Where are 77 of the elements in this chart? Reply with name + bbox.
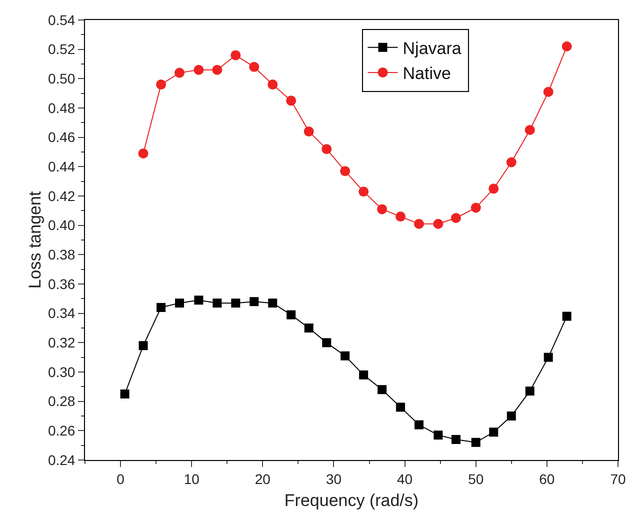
point	[230, 50, 241, 60]
point	[488, 184, 499, 194]
y-tick-label: 0.50	[48, 70, 76, 87]
y-tick-label: 0.36	[48, 276, 76, 292]
point	[450, 213, 461, 223]
point	[562, 312, 572, 321]
point	[286, 310, 296, 320]
point	[268, 80, 278, 90]
y-tick-label: 0.28	[48, 393, 76, 410]
y-tick-label: 0.48	[48, 100, 76, 116]
legend-label: Native	[402, 64, 451, 84]
y-tick-label: 0.32	[48, 334, 76, 351]
x-axis-title: Frequency (rad/s)	[284, 491, 419, 510]
point	[268, 298, 278, 308]
point	[524, 125, 535, 135]
y-tick-label: 0.46	[48, 129, 76, 146]
point	[506, 412, 516, 420]
point	[359, 370, 368, 380]
y-tick-label: 0.52	[48, 41, 76, 58]
point	[156, 80, 166, 90]
point	[249, 62, 260, 72]
point	[175, 298, 184, 308]
y-tick-label: 0.54	[48, 12, 76, 28]
x-tick-label: 70	[610, 470, 626, 487]
point	[378, 385, 387, 394]
point	[562, 41, 572, 52]
point	[471, 438, 480, 447]
x-tick-label: 60	[539, 470, 555, 487]
point	[525, 386, 534, 396]
point	[138, 148, 148, 158]
point	[231, 298, 240, 308]
y-tick-label: 0.34	[48, 305, 76, 322]
point	[250, 297, 259, 306]
point	[120, 390, 130, 398]
x-tick-label: 10	[184, 470, 200, 487]
point	[212, 64, 222, 75]
point	[451, 434, 460, 444]
point	[396, 402, 406, 412]
y-tick-label: 0.42	[48, 188, 76, 204]
point	[286, 96, 296, 106]
point	[156, 302, 166, 312]
y-tick-label: 0.30	[48, 364, 76, 380]
y-tick-label: 0.26	[48, 422, 76, 439]
point	[212, 298, 222, 308]
x-tick-label: 30	[326, 470, 342, 487]
point	[489, 428, 498, 437]
legend-label: Njavara	[402, 38, 462, 58]
y-tick-label: 0.44	[48, 158, 76, 175]
y-tick-label: 0.40	[48, 217, 76, 234]
point	[414, 218, 424, 229]
point	[506, 157, 516, 168]
point	[340, 166, 350, 176]
point	[358, 186, 369, 197]
point	[174, 68, 185, 78]
point	[304, 324, 314, 332]
point	[433, 218, 444, 229]
y-axis-title: Loss tangent	[26, 191, 44, 289]
point	[322, 338, 332, 348]
point	[322, 144, 332, 154]
point	[377, 204, 388, 214]
point	[396, 212, 406, 222]
point	[304, 126, 314, 136]
point	[340, 351, 350, 360]
x-tick-label: 20	[254, 470, 271, 487]
point	[470, 202, 481, 213]
x-tick-label: 0	[116, 470, 125, 487]
point	[544, 352, 553, 362]
x-tick-label: 50	[468, 470, 484, 487]
point	[194, 296, 204, 305]
point	[194, 64, 204, 75]
point	[414, 420, 424, 430]
point	[434, 430, 443, 440]
point	[138, 341, 148, 350]
y-tick-label: 0.24	[48, 452, 76, 468]
y-tick-label: 0.38	[48, 246, 76, 263]
point	[543, 86, 554, 97]
x-tick-label: 40	[397, 470, 413, 487]
